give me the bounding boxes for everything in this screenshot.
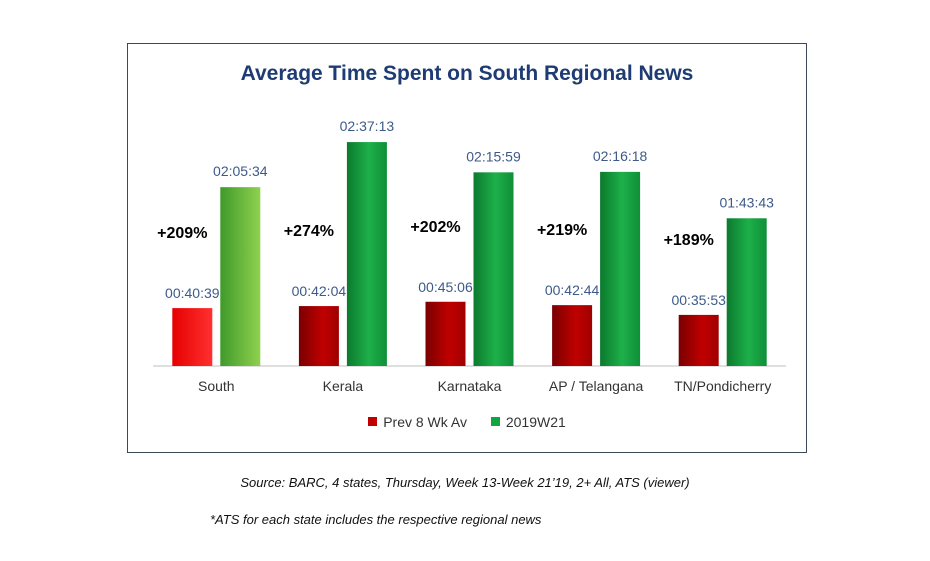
bar-current-3	[600, 171, 641, 366]
bar-chart-plot: 00:40:39 02:05:34 +209% South 00:42:04 02:37:…	[153, 118, 786, 394]
bar-prev-1	[298, 306, 339, 366]
data-label-current-0: 02:05:34	[213, 163, 268, 179]
data-label-prev-1: 00:42:04	[292, 283, 347, 299]
bar-current-1	[346, 142, 387, 366]
chart-title: Average Time Spent on South Regional New…	[240, 62, 694, 85]
data-label-current-2: 02:15:59	[466, 148, 521, 164]
growth-label-0: +209%	[157, 225, 207, 242]
footnote: *ATS for each state includes the respect…	[210, 512, 542, 527]
growth-label-2: +202%	[410, 219, 460, 236]
x-tick-label-4: TN/Pondicherry	[674, 378, 771, 394]
growth-label-3: +219%	[537, 222, 587, 239]
data-label-prev-3: 00:42:44	[545, 282, 600, 298]
chart-legend: Prev 8 Wk Av 2019W21	[128, 413, 806, 430]
data-label-current-1: 02:37:13	[340, 118, 395, 134]
x-tick-label-3: AP / Telangana	[549, 378, 644, 394]
bar-prev-0	[172, 308, 213, 366]
legend-label-prev: Prev 8 Wk Av	[383, 413, 467, 430]
legend-swatch-current	[490, 417, 500, 426]
bar-prev-2	[425, 301, 466, 366]
data-label-prev-4: 00:35:53	[671, 292, 726, 308]
data-label-prev-2: 00:45:06	[418, 279, 473, 295]
bar-prev-3	[552, 305, 593, 366]
source-note: Source: BARC, 4 states, Thursday, Week 1…	[240, 475, 690, 490]
bar-prev-4	[678, 314, 719, 366]
data-label-current-4: 01:43:43	[719, 194, 774, 210]
legend-item-current: 2019W21	[490, 413, 566, 430]
bar-current-0	[220, 187, 261, 366]
bar-current-4	[726, 218, 767, 366]
x-tick-label-0: South	[198, 378, 235, 394]
legend-swatch-prev	[368, 417, 378, 426]
data-label-current-3: 02:16:18	[593, 148, 648, 164]
growth-label-4: +189%	[664, 232, 714, 249]
x-tick-label-2: Karnataka	[438, 378, 502, 394]
legend-item-prev: Prev 8 Wk Av	[368, 414, 467, 430]
data-label-prev-0: 00:40:39	[165, 285, 220, 301]
chart-frame: Average Time Spent on South Regional New…	[127, 43, 807, 453]
growth-label-1: +274%	[284, 223, 334, 240]
x-tick-label-1: Kerala	[323, 378, 364, 394]
bar-current-2	[473, 172, 514, 366]
legend-label-current: 2019W21	[505, 413, 566, 430]
